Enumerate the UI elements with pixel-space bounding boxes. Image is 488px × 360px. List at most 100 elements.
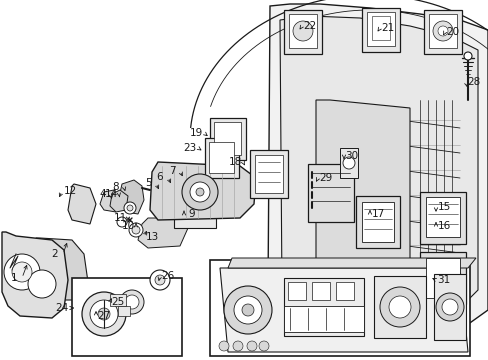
- Bar: [72, 278, 182, 356]
- Text: 24: 24: [55, 303, 68, 313]
- Circle shape: [242, 304, 253, 316]
- Text: 1: 1: [11, 273, 17, 283]
- Bar: [335, 282, 353, 300]
- Circle shape: [120, 290, 143, 314]
- Text: 10: 10: [121, 221, 134, 231]
- Text: 22: 22: [303, 21, 316, 31]
- Bar: [371, 16, 389, 40]
- Circle shape: [4, 254, 40, 290]
- Bar: [419, 192, 465, 244]
- Text: 12: 12: [63, 186, 77, 196]
- Circle shape: [259, 341, 268, 351]
- Polygon shape: [110, 190, 128, 212]
- Bar: [423, 10, 461, 54]
- Circle shape: [12, 262, 32, 282]
- Bar: [209, 118, 245, 160]
- Bar: [208, 142, 234, 173]
- Bar: [428, 14, 456, 48]
- Polygon shape: [315, 100, 409, 292]
- Bar: [433, 274, 465, 340]
- Bar: [339, 148, 357, 178]
- Circle shape: [379, 287, 419, 327]
- Text: 11: 11: [113, 213, 126, 223]
- Polygon shape: [138, 218, 187, 248]
- Bar: [209, 260, 469, 356]
- Circle shape: [155, 275, 164, 285]
- Bar: [214, 122, 241, 155]
- Circle shape: [432, 21, 452, 41]
- Text: 31: 31: [436, 275, 450, 285]
- Circle shape: [219, 341, 228, 351]
- Text: 19: 19: [189, 128, 202, 138]
- Bar: [419, 252, 465, 304]
- Circle shape: [132, 226, 140, 234]
- Circle shape: [388, 296, 410, 318]
- Circle shape: [435, 293, 463, 321]
- Circle shape: [190, 182, 209, 202]
- Polygon shape: [118, 180, 143, 214]
- Bar: [118, 306, 130, 316]
- Bar: [361, 202, 393, 242]
- Circle shape: [437, 26, 447, 36]
- Bar: [254, 155, 283, 193]
- Text: 4: 4: [100, 189, 106, 199]
- Text: 29: 29: [319, 173, 332, 183]
- Bar: [373, 276, 425, 338]
- Text: 23: 23: [183, 143, 196, 153]
- Circle shape: [98, 308, 110, 320]
- Circle shape: [182, 174, 218, 210]
- Circle shape: [342, 157, 354, 169]
- Circle shape: [117, 217, 127, 227]
- Text: 15: 15: [436, 202, 450, 212]
- Text: 17: 17: [370, 209, 384, 219]
- Text: 25: 25: [111, 297, 124, 307]
- Text: 2: 2: [52, 249, 58, 259]
- Polygon shape: [36, 238, 88, 300]
- Circle shape: [127, 205, 133, 211]
- Bar: [287, 282, 305, 300]
- Circle shape: [124, 202, 136, 214]
- Text: 21: 21: [381, 23, 394, 33]
- Polygon shape: [2, 232, 68, 318]
- Text: 26: 26: [161, 271, 174, 281]
- Polygon shape: [220, 268, 467, 352]
- Text: 7: 7: [168, 166, 175, 176]
- Circle shape: [90, 300, 118, 328]
- Circle shape: [292, 21, 312, 41]
- Circle shape: [441, 299, 457, 315]
- Polygon shape: [100, 190, 120, 212]
- Polygon shape: [267, 4, 487, 338]
- Polygon shape: [68, 184, 96, 224]
- Circle shape: [82, 292, 126, 336]
- Circle shape: [246, 341, 257, 351]
- Text: 16: 16: [436, 221, 450, 231]
- Bar: [355, 196, 399, 248]
- Bar: [249, 150, 287, 198]
- Circle shape: [234, 296, 262, 324]
- Text: 9: 9: [188, 209, 195, 219]
- Circle shape: [129, 223, 142, 237]
- Bar: [110, 294, 126, 306]
- Text: 13: 13: [145, 232, 158, 242]
- Bar: [174, 196, 216, 228]
- Text: 8: 8: [112, 182, 119, 192]
- Circle shape: [150, 270, 170, 290]
- Polygon shape: [280, 16, 477, 326]
- Text: 30: 30: [345, 151, 358, 161]
- Circle shape: [224, 286, 271, 334]
- Bar: [284, 278, 363, 336]
- Bar: [288, 14, 316, 48]
- Text: 27: 27: [97, 311, 110, 321]
- Circle shape: [28, 270, 56, 298]
- Text: 14: 14: [104, 189, 118, 199]
- Text: 5: 5: [144, 178, 151, 188]
- Text: 28: 28: [467, 77, 480, 87]
- Bar: [204, 138, 239, 178]
- Polygon shape: [227, 258, 475, 268]
- Bar: [307, 164, 353, 222]
- Bar: [425, 258, 459, 298]
- Bar: [361, 8, 399, 52]
- Circle shape: [232, 341, 243, 351]
- Circle shape: [196, 188, 203, 196]
- Circle shape: [463, 52, 471, 60]
